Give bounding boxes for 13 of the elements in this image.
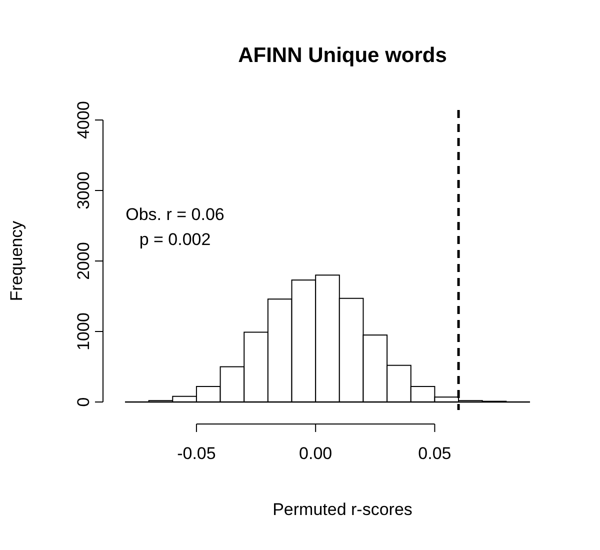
annotation: p = 0.002	[139, 230, 211, 249]
y-tick-label: 4000	[74, 101, 93, 139]
x-tick-label: -0.05	[177, 444, 216, 463]
annotation: Obs. r = 0.06	[126, 205, 224, 224]
x-axis-title: Permuted r-scores	[272, 500, 412, 519]
y-tick-label: 1000	[74, 312, 93, 350]
y-tick-label: 2000	[74, 242, 93, 280]
y-tick-label: 0	[74, 397, 93, 407]
x-tick-label: 0.05	[418, 444, 452, 463]
y-axis-title: Frequency	[7, 220, 26, 302]
x-tick-label: 0.00	[299, 444, 332, 463]
chart-title: AFINN Unique words	[238, 44, 447, 67]
y-tick-label: 3000	[74, 172, 93, 210]
